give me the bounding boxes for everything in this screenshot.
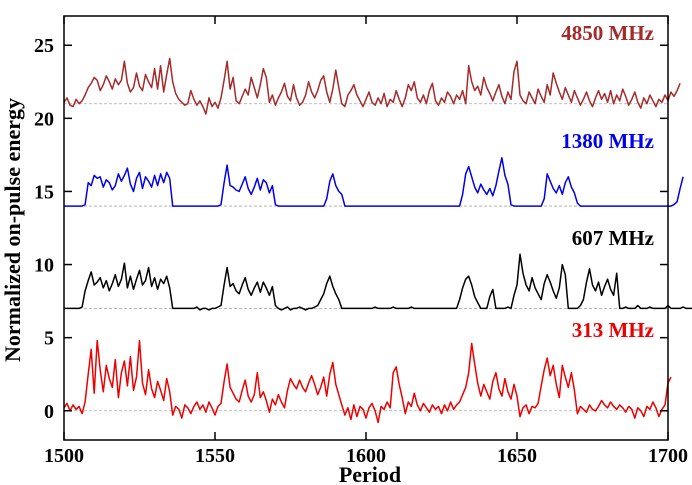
x-tick-label: 1700 [648, 445, 688, 467]
series-label: 313 MHz [572, 318, 654, 342]
series-label: 4850 MHz [561, 21, 654, 45]
y-axis-title: Normalized on-pulse energy [0, 98, 25, 362]
x-axis-title: Period [339, 462, 401, 485]
y-tick-label: 5 [44, 328, 54, 350]
x-tick-label: 1550 [195, 445, 235, 467]
y-tick-label: 15 [34, 181, 54, 203]
x-tick-label: 1500 [44, 445, 84, 467]
y-tick-label: 20 [34, 108, 54, 130]
series-line-313-mhz [63, 339, 672, 424]
series-line-607-mhz [64, 253, 692, 311]
y-tick-label: 25 [34, 35, 54, 57]
series-line-1380-mhz [64, 157, 684, 207]
axis-ticks: 1500 1550 1600 1650 1700 0 5 10 15 20 25 [34, 16, 688, 467]
series-label: 607 MHz [572, 226, 654, 250]
y-tick-label: 0 [44, 401, 54, 423]
series-labels: 4850 MHz 1380 MHz 607 MHz 313 MHz [561, 21, 654, 342]
series-label: 1380 MHz [561, 129, 654, 153]
series-line-4850-mhz [63, 57, 681, 115]
y-tick-label: 10 [34, 255, 54, 277]
x-tick-label: 1650 [497, 445, 537, 467]
series-lines [63, 57, 692, 424]
x-tick-label: 1600 [346, 445, 386, 467]
